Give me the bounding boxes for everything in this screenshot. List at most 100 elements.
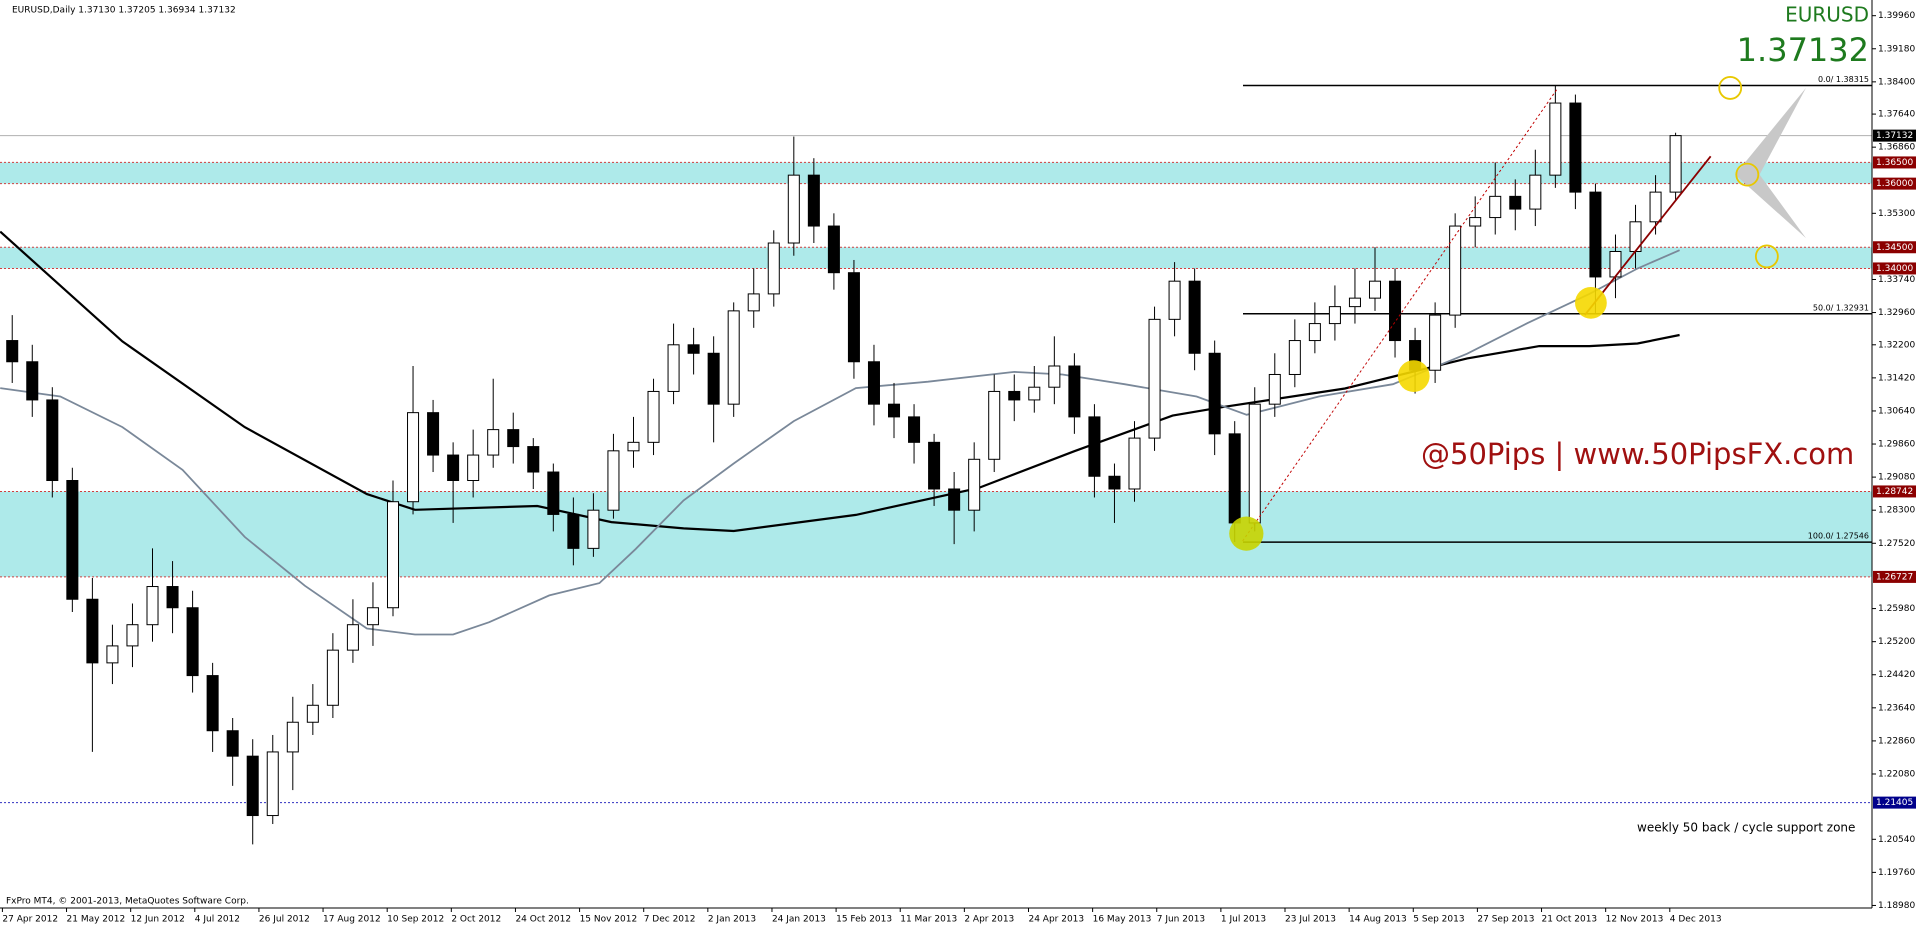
x-tick-label: 17 Aug 2012 — [323, 915, 381, 925]
y-tick-label: 1.25980 — [1878, 604, 1915, 614]
candle-body — [1649, 191, 1662, 223]
x-tick-label: 16 May 2013 — [1093, 915, 1152, 925]
candle-body — [106, 645, 119, 664]
zone — [0, 162, 1872, 184]
candle-body — [968, 458, 981, 511]
candle-body — [386, 501, 400, 609]
fib-label: 50.0/ 1.32931 — [1813, 303, 1869, 312]
candle-body — [1048, 365, 1061, 388]
candle-body — [1609, 250, 1622, 278]
candle-body — [988, 390, 1001, 460]
x-tick-label: 10 Sep 2012 — [387, 915, 444, 925]
candle-body — [1328, 306, 1341, 325]
candle-body — [1268, 373, 1281, 405]
level-tag-label: 1.28742 — [1876, 487, 1913, 497]
x-tick-label: 5 Sep 2013 — [1413, 915, 1464, 925]
candle-body — [567, 513, 580, 549]
marker — [1575, 286, 1607, 319]
candle-body — [1489, 195, 1502, 219]
candle-body — [1569, 102, 1582, 193]
candle-body — [687, 344, 700, 354]
x-tick-label: 7 Jun 2013 — [1157, 915, 1205, 925]
candle-body — [928, 441, 941, 490]
watermark: @50Pips | www.50PipsFX.com — [1421, 437, 1854, 471]
candle-body — [146, 586, 159, 626]
y-tick-label: 1.27520 — [1878, 539, 1915, 549]
y-tick-label: 1.22080 — [1878, 769, 1915, 779]
x-tick-label: 21 Oct 2013 — [1542, 915, 1598, 925]
fib-label: 0.0/ 1.38315 — [1818, 75, 1869, 84]
x-tick-label: 4 Dec 2013 — [1670, 915, 1722, 925]
candle-body — [827, 225, 840, 274]
x-tick-label: 27 Apr 2012 — [2, 915, 58, 925]
level-tag-label: 1.36000 — [1876, 179, 1913, 189]
zone — [0, 491, 1872, 577]
y-tick-label: 1.32960 — [1878, 308, 1915, 318]
candle-body — [1669, 135, 1682, 193]
zone — [0, 247, 1872, 269]
y-tick-label: 1.32200 — [1878, 340, 1915, 350]
candle-body — [326, 649, 339, 706]
zones — [0, 162, 1872, 577]
x-tick-label: 2 Jan 2013 — [708, 915, 756, 925]
candle-body — [888, 403, 901, 418]
candle-body — [206, 675, 219, 732]
target-circle — [1735, 162, 1760, 187]
y-tick-label: 1.28300 — [1878, 506, 1915, 516]
candle-body — [1308, 323, 1321, 342]
level-tag — [1873, 241, 1916, 254]
y-tick-label: 1.19760 — [1878, 868, 1915, 878]
candle-body — [366, 607, 379, 626]
x-tick-label: 24 Jan 2013 — [772, 915, 826, 925]
candle-body — [286, 721, 299, 753]
candle-body — [46, 399, 59, 482]
trend-line — [1584, 155, 1712, 316]
candle-body — [1549, 102, 1562, 176]
candle-body — [807, 174, 820, 227]
candle-body — [1589, 191, 1602, 278]
annotation: weekly 50 back / cycle support zone — [1637, 821, 1855, 835]
candle-body — [1389, 280, 1402, 342]
candle-body — [447, 454, 460, 482]
labels-layer: 1.39960 1.39180 1.38400 1.37640 1.36860 1.353… — [1, 11, 1916, 925]
candle-body — [1168, 280, 1181, 320]
candle-body — [607, 450, 620, 511]
candle-body — [86, 598, 99, 664]
candle-body — [266, 751, 279, 817]
candle-body — [1429, 314, 1442, 371]
target-circle — [1718, 76, 1743, 100]
fib-diagonal — [1242, 87, 1559, 542]
candle-body — [186, 607, 199, 677]
level-tag-label: 1.21405 — [1876, 798, 1913, 808]
y-tick-label: 1.39180 — [1878, 44, 1915, 54]
candle-body — [727, 310, 740, 405]
candle-body — [246, 755, 259, 817]
candle-body — [1449, 225, 1462, 316]
candle-body — [1228, 433, 1241, 524]
candle-body — [1248, 403, 1261, 524]
candles — [6, 85, 1682, 845]
y-tick-label: 1.30640 — [1878, 406, 1915, 416]
candle-body — [908, 416, 921, 443]
candle-body — [66, 480, 79, 600]
level-tag-label: 1.36500 — [1876, 158, 1913, 168]
candle-body — [747, 293, 760, 312]
grid-layer — [0, 84, 1872, 804]
candle-body — [1529, 174, 1542, 210]
level-tag — [1873, 570, 1916, 583]
marker — [1229, 516, 1264, 551]
x-tick-label: 12 Nov 2013 — [1606, 915, 1664, 925]
y-tick-label: 1.36860 — [1878, 143, 1915, 153]
y-tick-label: 1.20540 — [1878, 835, 1915, 845]
candle-body — [1108, 475, 1121, 490]
candle-body — [306, 704, 319, 723]
candle-body — [1348, 297, 1361, 308]
fib-label: 100.0/ 1.27546 — [1808, 532, 1869, 541]
y-tick-label: 1.35300 — [1878, 209, 1915, 219]
candle-body — [1188, 280, 1201, 354]
candle-body — [547, 471, 560, 515]
x-tick-label: 11 Mar 2013 — [900, 915, 957, 925]
candle-body — [1148, 318, 1161, 439]
